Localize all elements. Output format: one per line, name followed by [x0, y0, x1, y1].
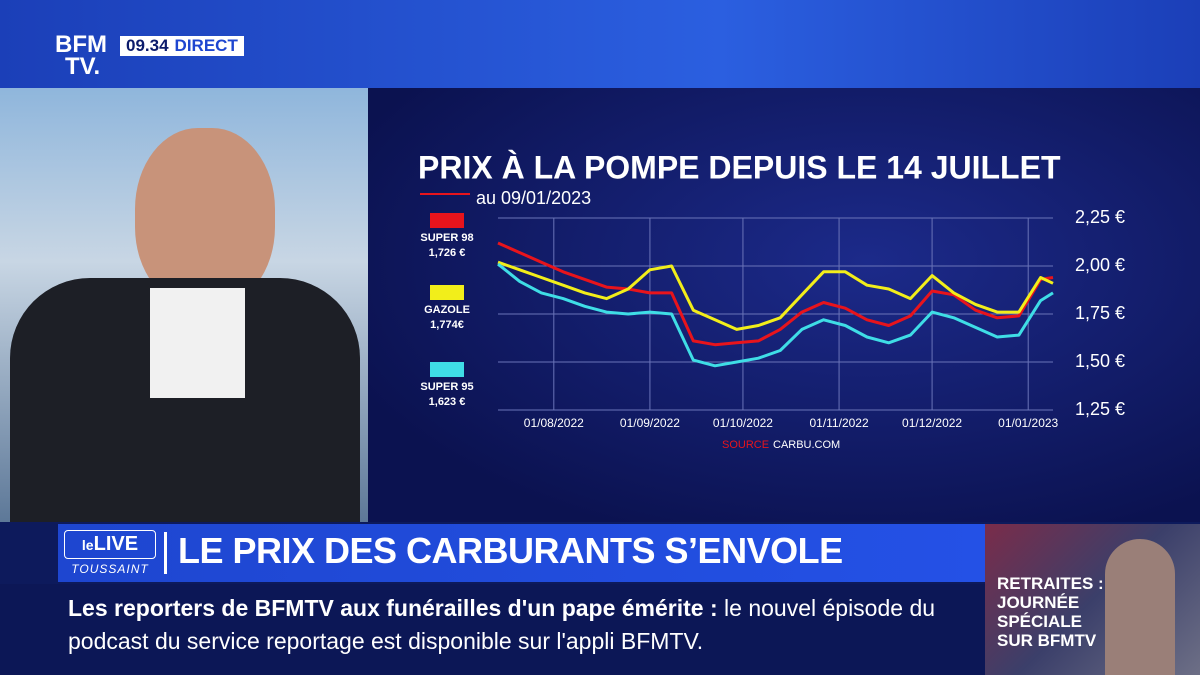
inset-line: JOURNÉE: [997, 593, 1080, 612]
inset-promo: RETRAITES : JOURNÉE SPÉCIALE SUR BFMTV: [985, 524, 1200, 675]
badge-big: LIVE: [93, 533, 139, 555]
status: DIRECT: [174, 36, 238, 55]
y-tick-label: 1,25 €: [1075, 399, 1125, 419]
logo-top: BFM: [55, 31, 107, 58]
y-tick-label: 2,25 €: [1075, 207, 1125, 227]
chart-panel: [368, 88, 1200, 522]
time: 09.34: [126, 36, 169, 55]
legend-price: 1,726 €: [429, 247, 466, 259]
x-tick-label: 01/10/2022: [713, 416, 773, 430]
legend-swatch: [430, 362, 464, 377]
live-badge: leLIVE TOUSSAINT: [64, 530, 156, 576]
show-name: TOUSSAINT: [71, 562, 149, 576]
inset-line: SUR BFMTV: [997, 631, 1097, 650]
legend-swatch: [430, 213, 464, 228]
source-label: SOURCE: [722, 439, 769, 451]
separator: [164, 532, 167, 574]
top-band: BFM TV. 09.34 DIRECT: [0, 0, 1200, 88]
legend-label: SUPER 95: [420, 381, 473, 393]
inset-line: SPÉCIALE: [997, 612, 1083, 631]
ticker-text: le nouvel épisode du podcast du service …: [68, 595, 936, 654]
live-tag: 09.34 DIRECT: [120, 36, 244, 56]
legend-label: GAZOLE: [424, 304, 470, 316]
logo: BFM TV.: [55, 31, 107, 80]
legend-swatch: [430, 285, 464, 300]
x-tick-label: 01/01/2023: [998, 416, 1058, 430]
x-tick-label: 01/11/2022: [809, 416, 868, 430]
y-tick-label: 2,00 €: [1075, 255, 1125, 275]
ticker: Les reporters de BFMTV aux funérailles d…: [68, 592, 978, 658]
headline: LE PRIX DES CARBURANTS S’ENVOLE: [178, 530, 843, 571]
legend-label: SUPER 98: [420, 232, 473, 244]
series-line: [497, 260, 1054, 331]
logo-bottom: TV.: [65, 53, 101, 80]
ticker-band: [0, 584, 985, 675]
legend-price: 1,623 €: [429, 396, 466, 408]
inset-person: [1105, 539, 1175, 675]
legend-price: 1,774€: [430, 319, 464, 331]
shirt: [150, 288, 245, 398]
ticker-bold: Les reporters de BFMTV aux funérailles d…: [68, 595, 718, 621]
series-line: [497, 241, 1054, 347]
source-name: CARBU.COM: [773, 439, 840, 451]
series-line: [497, 262, 1054, 368]
y-tick-label: 1,75 €: [1075, 303, 1125, 323]
inset-line: RETRAITES :: [997, 574, 1104, 593]
studio-image: [0, 88, 368, 522]
chart: PRIX À LA POMPE DEPUIS LE 14 JUILLET au …: [418, 149, 1125, 451]
x-tick-label: 01/08/2022: [524, 416, 584, 430]
y-tick-label: 1,50 €: [1075, 351, 1125, 371]
chart-title: PRIX À LA POMPE DEPUIS LE 14 JUILLET: [418, 149, 1061, 185]
badge-small: le: [81, 537, 94, 553]
x-tick-label: 01/12/2022: [902, 416, 962, 430]
chart-subtitle: au 09/01/2023: [476, 188, 591, 208]
inset-text: RETRAITES : JOURNÉE SPÉCIALE SUR BFMTV: [997, 574, 1104, 650]
headline-banner: leLIVE TOUSSAINT LE PRIX DES CARBURANTS …: [58, 524, 985, 582]
x-tick-label: 01/09/2022: [620, 416, 680, 430]
